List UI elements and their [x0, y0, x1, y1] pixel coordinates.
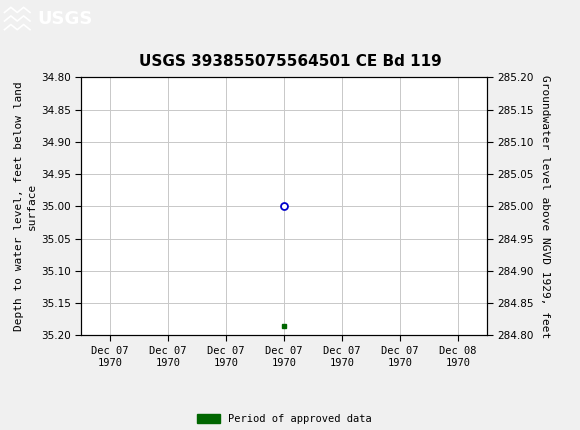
- Text: USGS 393855075564501 CE Bd 119: USGS 393855075564501 CE Bd 119: [139, 54, 441, 69]
- Text: USGS: USGS: [38, 10, 93, 28]
- Y-axis label: Groundwater level above NGVD 1929, feet: Groundwater level above NGVD 1929, feet: [539, 75, 550, 338]
- Legend: Period of approved data: Period of approved data: [193, 410, 376, 428]
- Y-axis label: Depth to water level, feet below land
surface: Depth to water level, feet below land su…: [13, 82, 37, 331]
